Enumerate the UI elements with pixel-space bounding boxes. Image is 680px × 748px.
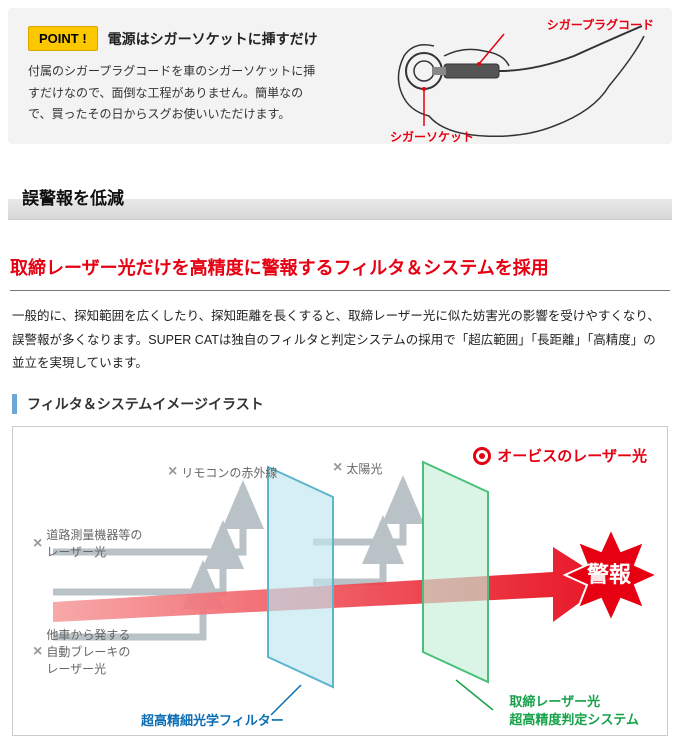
x-icon: × bbox=[33, 533, 42, 555]
orbis-text: オービスのレーザー光 bbox=[497, 445, 647, 466]
g2: 超高精度判定システム bbox=[509, 712, 639, 727]
heading-red: 取締レーザー光だけを高精度に警報するフィルタ＆システムを採用 bbox=[10, 246, 670, 291]
g1: 取締レーザー光 bbox=[509, 694, 600, 709]
x-icon: × bbox=[33, 641, 42, 663]
x-text: 他車から発する 自動ブレーキの レーザー光 bbox=[46, 627, 130, 677]
x-label-car: × 他車から発する 自動ブレーキの レーザー光 bbox=[33, 627, 130, 677]
point-title: 電源はシガーソケットに挿すだけ bbox=[108, 29, 318, 49]
alert-text: 警報 bbox=[587, 557, 631, 589]
x-label-sun: × 太陽光 bbox=[333, 459, 382, 477]
x-text: リモコンの赤外線 bbox=[181, 464, 277, 481]
x-icon: × bbox=[168, 463, 177, 481]
point-box: POINT ! 電源はシガーソケットに挿すだけ 付属のシガープラグコードを車のシ… bbox=[8, 8, 672, 144]
callout-socket: シガーソケット bbox=[390, 128, 474, 145]
body-text: 一般的に、探知範囲を広くしたり、探知距離を長くすると、取締レーザー光に似た妨害光… bbox=[12, 305, 668, 376]
filter-blue-label: 超高精細光学フィルター bbox=[141, 710, 284, 729]
x-label-remote: × リモコンの赤外線 bbox=[168, 463, 277, 481]
x-text: 太陽光 bbox=[346, 460, 382, 477]
section-header: 誤警報を低減 bbox=[8, 174, 672, 220]
x-label-road: × 道路測量機器等の レーザー光 bbox=[33, 527, 142, 561]
sub-heading: フィルタ＆システムイメージイラスト bbox=[12, 394, 668, 414]
x-icon: × bbox=[333, 459, 342, 477]
point-badge: POINT ! bbox=[28, 26, 98, 51]
callout-cord: シガープラグコード bbox=[547, 16, 654, 33]
target-icon bbox=[473, 447, 491, 465]
x-text: 道路測量機器等の レーザー光 bbox=[46, 527, 142, 561]
filter-diagram: × リモコンの赤外線 × 太陽光 × 道路測量機器等の レーザー光 × 他車から… bbox=[12, 426, 668, 736]
orbis-label: オービスのレーザー光 bbox=[473, 445, 647, 466]
cigar-socket-illustration: シガープラグコード シガーソケット bbox=[374, 16, 654, 146]
point-body: 付属のシガープラグコードを車のシガーソケットに挿すだけなので、面倒な工程がありま… bbox=[28, 61, 318, 126]
alert-burst: 警報 bbox=[563, 527, 655, 619]
